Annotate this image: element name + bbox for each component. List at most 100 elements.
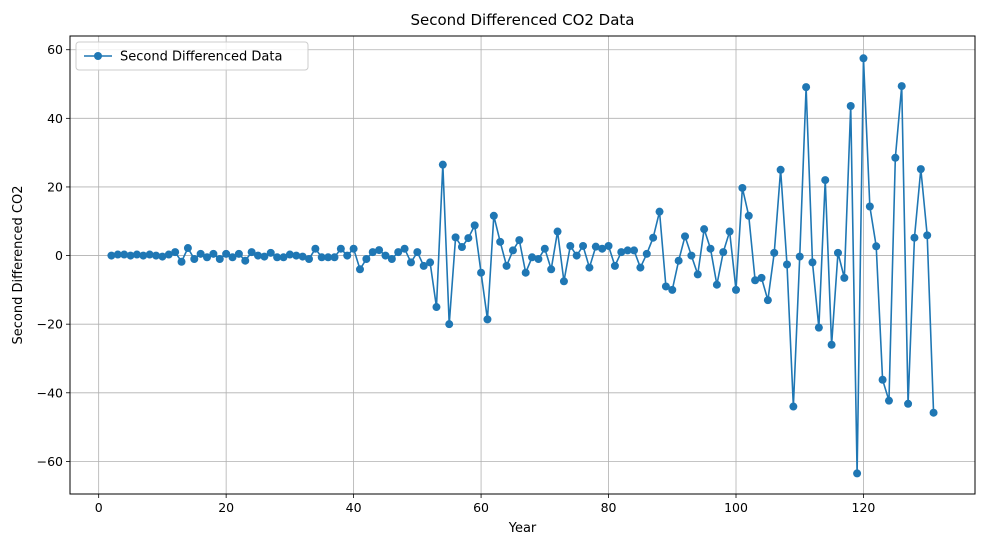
data-point [336, 244, 345, 253]
data-point [802, 83, 811, 92]
data-point [916, 165, 925, 174]
x-tick-label: 100 [724, 500, 748, 515]
data-point [681, 232, 690, 241]
data-point [260, 252, 269, 261]
data-point [528, 253, 537, 262]
data-point [241, 256, 250, 265]
data-point [426, 258, 435, 267]
data-point [700, 225, 709, 234]
data-point [808, 258, 817, 267]
data-point [164, 250, 173, 259]
y-tick-label: 20 [47, 179, 63, 194]
data-point [349, 244, 358, 253]
data-point [840, 273, 849, 282]
data-point [126, 251, 135, 260]
data-point [636, 263, 645, 272]
data-point [540, 244, 549, 253]
data-point [190, 255, 199, 263]
y-axis-label: Second Differenced CO2 [11, 186, 26, 345]
data-point [508, 246, 517, 255]
data-point [591, 242, 600, 251]
data-point [279, 253, 288, 262]
data-point [655, 207, 664, 216]
data-point [132, 250, 141, 259]
data-point [317, 253, 326, 262]
data-point [929, 408, 938, 417]
data-point [273, 253, 282, 262]
data-point [872, 242, 881, 251]
data-point [266, 248, 275, 257]
data-point [572, 251, 581, 260]
data-point [904, 399, 913, 408]
data-point [738, 183, 747, 192]
data-point [630, 246, 639, 255]
y-tick-label: 40 [47, 111, 63, 126]
ticks: 0 20 40 60 80 100 120 −60 −40 −20 0 20 40 60 [37, 42, 876, 515]
data-point [483, 315, 492, 324]
data-point [445, 320, 454, 329]
data-point [827, 340, 836, 349]
data-point [878, 375, 887, 384]
y-tick-label: −20 [37, 317, 63, 332]
x-axis-label: Year [508, 521, 537, 536]
data-point [897, 82, 906, 91]
legend: Second Differenced Data [75, 41, 309, 71]
x-tick-label: 0 [95, 500, 103, 515]
data-point [623, 246, 632, 255]
data-point [298, 252, 307, 261]
legend-marker-swatch [94, 52, 102, 60]
data-point [770, 248, 779, 257]
data-point [553, 227, 562, 236]
data-point [305, 255, 313, 263]
data-point [292, 251, 301, 260]
data-point [120, 250, 129, 259]
data-point [725, 227, 734, 236]
data-point [642, 249, 651, 258]
series-line [111, 57, 935, 475]
data-point [789, 402, 798, 411]
x-tick-label: 20 [218, 500, 234, 515]
data-point [757, 273, 766, 282]
data-point [343, 251, 352, 260]
data-point [814, 323, 823, 332]
data-point [222, 249, 231, 258]
data-point [566, 241, 575, 250]
data-point [394, 248, 403, 257]
data-point [432, 303, 441, 312]
data-point [649, 233, 658, 242]
data-point [923, 231, 932, 240]
data-point [910, 233, 919, 242]
data-point [610, 261, 619, 270]
data-point [215, 255, 224, 263]
data-point [375, 246, 384, 255]
data-point [776, 165, 785, 174]
data-point [744, 211, 753, 220]
data-point [438, 160, 447, 169]
y-tick-label: 60 [47, 42, 63, 57]
data-point [521, 268, 530, 277]
data-point [464, 234, 473, 243]
data-point [381, 251, 390, 260]
data-point [674, 256, 683, 265]
data-point [362, 255, 371, 263]
data-point [419, 261, 428, 270]
data-point [515, 236, 524, 245]
x-tick-label: 40 [346, 500, 362, 515]
data-point [534, 255, 543, 263]
data-point [833, 248, 842, 257]
data-point [795, 252, 804, 261]
data-point [706, 244, 715, 253]
data-point [107, 251, 116, 260]
data-point [579, 241, 588, 250]
data-point [821, 176, 830, 185]
y-tick-label: −40 [37, 385, 63, 400]
data-point [355, 265, 364, 274]
data-point [368, 248, 377, 257]
data-point [891, 153, 900, 162]
data-point [604, 241, 613, 250]
legend-label: Second Differenced Data [120, 50, 282, 65]
data-point [457, 242, 466, 251]
data-point [387, 255, 396, 263]
